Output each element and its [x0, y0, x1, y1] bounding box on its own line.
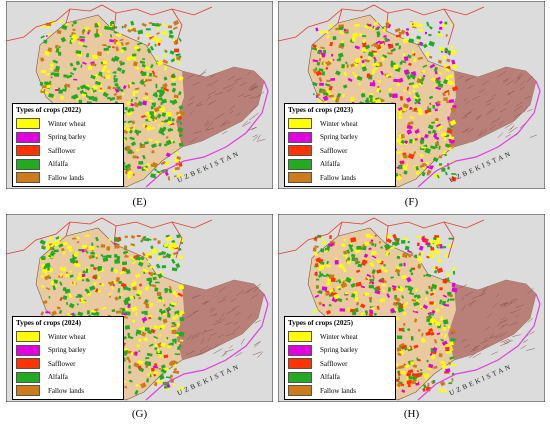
legend-title: Types of crops (2023) — [288, 106, 354, 114]
legend-item: Alfalfa — [16, 371, 120, 385]
legend-swatch-winter-wheat — [288, 118, 312, 130]
legend-swatch-winter-wheat — [16, 331, 40, 343]
legend-swatch-spring-barley — [288, 344, 312, 356]
legend: Types of crops (2025) Winter wheat Sprin… — [284, 316, 396, 400]
map-panel-e: Types of crops (2022) Winter wheat Sprin… — [6, 1, 273, 189]
legend-swatch-fallow-lands — [288, 172, 312, 184]
map-panel-h: Types of crops (2025) Winter wheat Sprin… — [278, 214, 545, 402]
legend-swatch-safflower — [288, 145, 312, 157]
legend-swatch-spring-barley — [16, 131, 40, 143]
legend-swatch-safflower — [16, 358, 40, 370]
legend-item: Safflower — [16, 357, 120, 371]
legend-swatch-fallow-lands — [16, 172, 40, 184]
legend: Types of crops (2024) Winter wheat Sprin… — [12, 316, 124, 400]
legend-item: Fallow lands — [288, 171, 392, 185]
legend-item: Safflower — [16, 144, 120, 158]
legend-swatch-alfalfa — [16, 371, 40, 383]
map-panel-g: Types of crops (2024) Winter wheat Sprin… — [6, 214, 273, 402]
legend-item: Winter wheat — [288, 117, 392, 131]
legend-swatch-spring-barley — [288, 131, 312, 143]
legend-swatch-winter-wheat — [16, 118, 40, 130]
legend-item: Fallow lands — [16, 171, 120, 185]
legend: Types of crops (2023) Winter wheat Sprin… — [284, 103, 396, 187]
legend-item: Alfalfa — [288, 158, 392, 172]
map-panel-f: Types of crops (2023) Winter wheat Sprin… — [278, 1, 545, 189]
legend-item: Spring barley — [288, 344, 392, 358]
panel-caption: (G) — [131, 408, 148, 420]
legend-title: Types of crops (2022) — [16, 106, 82, 114]
panel-caption: (H) — [403, 408, 420, 420]
legend-item: Winter wheat — [288, 330, 392, 344]
legend-swatch-alfalfa — [16, 158, 40, 170]
legend-item: Alfalfa — [16, 158, 120, 172]
legend-item: Safflower — [288, 144, 392, 158]
legend-item: Winter wheat — [16, 330, 120, 344]
legend-item: Spring barley — [16, 344, 120, 358]
legend-swatch-safflower — [288, 358, 312, 370]
legend-item: Spring barley — [288, 131, 392, 145]
panel-caption: (E) — [132, 196, 147, 208]
legend-swatch-spring-barley — [16, 344, 40, 356]
legend-swatch-alfalfa — [288, 371, 312, 383]
legend-swatch-fallow-lands — [16, 385, 40, 397]
legend: Types of crops (2022) Winter wheat Sprin… — [12, 103, 124, 187]
legend-title: Types of crops (2025) — [288, 319, 354, 327]
legend-title: Types of crops (2024) — [16, 319, 82, 327]
legend-item: Fallow lands — [288, 384, 392, 398]
legend-swatch-alfalfa — [288, 158, 312, 170]
legend-item: Winter wheat — [16, 117, 120, 131]
legend-item: Spring barley — [16, 131, 120, 145]
legend-swatch-fallow-lands — [288, 385, 312, 397]
legend-swatch-safflower — [16, 145, 40, 157]
panel-caption: (F) — [404, 196, 419, 208]
legend-item: Alfalfa — [288, 371, 392, 385]
legend-swatch-winter-wheat — [288, 331, 312, 343]
legend-item: Safflower — [288, 357, 392, 371]
legend-item: Fallow lands — [16, 384, 120, 398]
